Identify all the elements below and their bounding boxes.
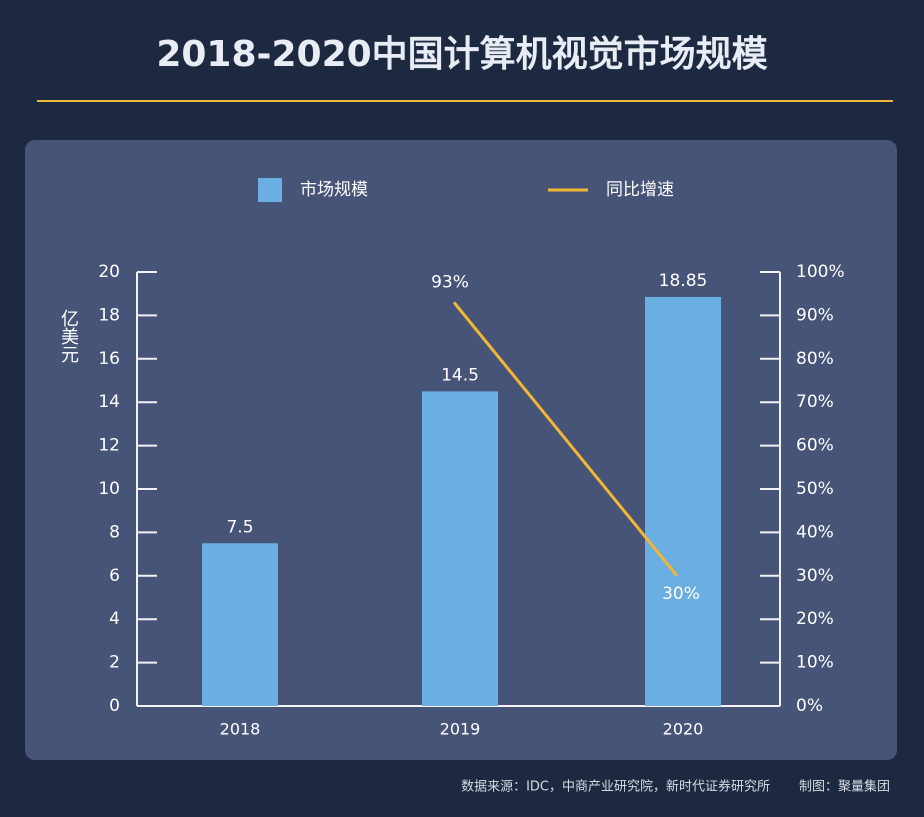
y-tick-label: 10 [98,479,120,499]
y2-tick-label: 60% [796,436,834,456]
y2-tick-label: 10% [796,653,834,673]
x-tick-label: 2019 [440,720,481,739]
bar-value-label: 14.5 [441,365,479,385]
y2-tick-label: 80% [796,349,834,369]
y-tick-label: 0 [109,696,120,716]
y2-tick-label: 30% [796,566,834,586]
y-tick-label: 14 [98,392,120,412]
y2-tick-label: 40% [796,522,834,542]
line-value-label: 30% [662,584,700,604]
y2-tick-label: 70% [796,392,834,412]
growth-line [452,301,679,577]
legend-label: 同比增速 [606,180,674,200]
y2-tick-label: 20% [796,609,834,629]
y-tick-label: 2 [109,653,120,673]
y-tick-label: 16 [98,349,120,369]
legend-swatch [258,178,282,202]
bar [422,391,498,706]
bar [202,543,278,706]
y-tick-label: 18 [98,305,120,325]
bar-value-label: 7.5 [226,517,253,537]
y-axis-label: 亿美元 [58,309,79,363]
y2-tick-label: 90% [796,305,834,325]
source: 数据来源：IDC，中商产业研究院，新时代证券研究所 [461,779,770,795]
y2-tick-label: 0% [796,696,823,716]
y-tick-label: 4 [109,609,120,629]
x-tick-label: 2018 [220,720,261,739]
y2-tick-label: 100% [796,262,845,282]
y-tick-label: 12 [98,436,120,456]
x-tick-label: 2020 [663,720,704,739]
y-tick-label: 6 [109,566,120,586]
y-tick-label: 20 [98,262,120,282]
credit: 制图：聚量集团 [799,779,890,795]
y2-tick-label: 50% [796,479,834,499]
bar [645,296,721,706]
legend-label: 市场规模 [300,180,368,200]
chart-title: 2018-2020中国计算机视觉市场规模 [156,34,767,75]
line-value-label: 93% [431,272,469,292]
y-tick-label: 8 [109,522,120,542]
bar-value-label: 18.85 [659,271,708,291]
